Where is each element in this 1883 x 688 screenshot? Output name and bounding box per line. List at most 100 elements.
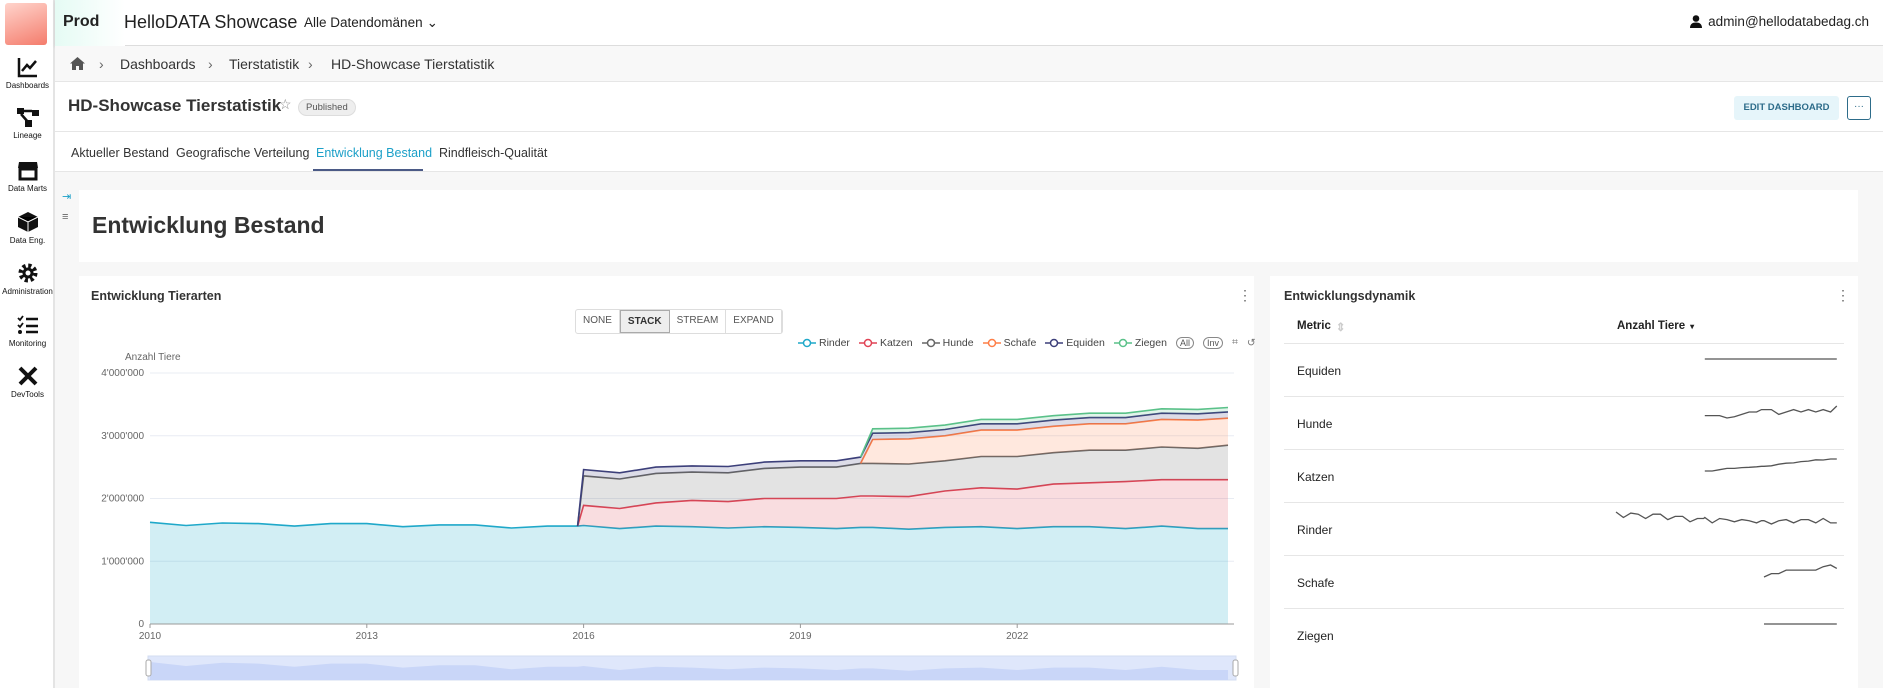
- sidebar-item-data-eng[interactable]: Data Eng.: [0, 211, 55, 245]
- sidebar: Dashboards Lineage Data Marts Data Eng. …: [0, 0, 55, 688]
- cube-icon: [17, 212, 38, 232]
- data-zoom-preview: [150, 662, 1228, 680]
- line-hunde[interactable]: [576, 444, 1229, 527]
- tab-aktueller-bestand[interactable]: Aktueller Bestand: [71, 146, 169, 160]
- zoom-handle-left[interactable]: [145, 659, 152, 677]
- chevron-right-icon: ›: [99, 56, 104, 72]
- y-axis-label: Anzahl Tiere: [125, 352, 181, 363]
- breadcrumb-dashboards[interactable]: Dashboards: [120, 56, 196, 72]
- top-bar: Prod HelloDATA Showcase Alle Datendomäne…: [55, 0, 1883, 46]
- environment-badge: Prod: [55, 0, 125, 46]
- metric-label: Schafe: [1297, 576, 1335, 590]
- line-schafe[interactable]: [859, 417, 1229, 464]
- legend-inverse[interactable]: Inv: [1202, 336, 1223, 349]
- legend-item[interactable]: Katzen: [858, 337, 913, 349]
- column-header-anzahl-tiere[interactable]: Anzahl Tiere ▾: [1617, 320, 1695, 332]
- area-katzen: [577, 479, 1228, 530]
- chart-title: Entwicklung Tierarten: [91, 289, 222, 303]
- table-title: Entwicklungsdynamik: [1284, 289, 1416, 303]
- lineage-icon: [16, 108, 39, 127]
- line-equiden[interactable]: [576, 411, 1229, 527]
- mode-stack-button[interactable]: STACK: [619, 310, 670, 333]
- gear-icon: [18, 263, 37, 283]
- tab-rindfleisch-qualitaet[interactable]: Rindfleisch-Qualität: [439, 146, 548, 160]
- sidebar-item-data-marts[interactable]: Data Marts: [0, 159, 55, 193]
- legend-marker-icon: [921, 338, 940, 347]
- legend-item[interactable]: Ziegen: [1113, 337, 1167, 349]
- legend-select-all[interactable]: All: [1175, 336, 1194, 349]
- section-heading: Entwicklung Bestand: [92, 212, 325, 238]
- table-row[interactable]: Rinder: [1284, 502, 1844, 555]
- metric-label: Hunde: [1297, 417, 1333, 431]
- filter-icon[interactable]: ≡: [62, 211, 69, 223]
- header-card: Entwicklung Bestand: [79, 190, 1858, 262]
- user-menu[interactable]: admin@hellodatabedag.ch: [1690, 14, 1869, 29]
- breadcrumb-tierstatistik[interactable]: Tierstatistik: [229, 56, 300, 72]
- sidebar-item-dashboards[interactable]: Dashboards: [0, 56, 55, 90]
- more-options-button[interactable]: ···: [1847, 96, 1871, 120]
- breadcrumb: › Dashboards › Tierstatistik › HD-Showca…: [55, 46, 1883, 82]
- zoom-handle-right[interactable]: [1232, 659, 1239, 677]
- mode-stream-button[interactable]: STREAM: [670, 310, 727, 333]
- zoom-select-icon[interactable]: ⌗: [1231, 336, 1238, 348]
- domain-select[interactable]: Alle Datendomänen ⌄: [304, 15, 438, 30]
- table-row[interactable]: Equiden: [1284, 343, 1844, 396]
- legend-item[interactable]: Hunde: [921, 337, 974, 349]
- edit-dashboard-button[interactable]: EDIT DASHBOARD: [1734, 96, 1839, 120]
- chart-menu-icon[interactable]: ⋮: [1238, 287, 1252, 303]
- table-row[interactable]: Ziegen: [1284, 608, 1844, 661]
- chart-line-icon: [17, 58, 37, 78]
- x-tick-label: 2013: [356, 631, 379, 642]
- area-schafe: [860, 418, 1228, 464]
- tab-entwicklung-bestand[interactable]: Entwicklung Bestand: [316, 146, 433, 160]
- table-card: [1270, 276, 1858, 688]
- dashboard-title: HD-Showcase Tierstatistik: [68, 96, 282, 115]
- active-tab-indicator: [313, 169, 423, 171]
- y-tick-label: 1'000'000: [101, 556, 144, 567]
- collapse-filter-icon[interactable]: ⇥: [62, 191, 72, 203]
- checklist-icon: [16, 315, 38, 334]
- sidebar-item-devtools[interactable]: DevTools: [0, 365, 55, 399]
- x-tick-label: 2019: [789, 631, 812, 642]
- app-title: HelloDATA Showcase: [124, 12, 298, 32]
- app-logo[interactable]: [5, 3, 47, 45]
- line-ziegen[interactable]: [859, 406, 1229, 458]
- sidebar-item-administration[interactable]: Administration: [0, 262, 55, 296]
- zoom-reset-icon[interactable]: ↺: [1246, 336, 1256, 349]
- legend-item[interactable]: Equiden: [1045, 337, 1105, 349]
- legend-marker-icon: [1113, 338, 1132, 347]
- metric-label: Equiden: [1297, 364, 1342, 378]
- dashboard-header: HD-Showcase Tierstatistik ☆ Published ED…: [55, 82, 1883, 132]
- chart-card: [79, 276, 1254, 688]
- breadcrumb-current: HD-Showcase Tierstatistik: [331, 56, 495, 72]
- legend-marker-icon: [858, 338, 877, 347]
- sidebar-item-monitoring[interactable]: Monitoring: [0, 314, 55, 348]
- area-hunde: [577, 445, 1228, 527]
- area-rinder: [150, 522, 1228, 624]
- legend-marker-icon: [982, 338, 1001, 347]
- star-icon[interactable]: ☆: [279, 96, 292, 112]
- mode-expand-button[interactable]: EXPAND: [726, 310, 782, 333]
- sort-icon: ⇕: [1335, 322, 1346, 334]
- home-icon[interactable]: [70, 57, 85, 70]
- legend-item[interactable]: Rinder: [798, 337, 850, 349]
- table-row[interactable]: Hunde: [1284, 396, 1844, 449]
- table-row[interactable]: Katzen: [1284, 449, 1844, 502]
- table-menu-icon[interactable]: ⋮: [1836, 287, 1850, 303]
- y-tick-label: 2'000'000: [101, 494, 144, 505]
- legend-marker-icon: [798, 338, 816, 347]
- x-tick-label: 2022: [1006, 631, 1029, 642]
- area-chart: 0 1'000'000 2'000'000 3'000'000 4'000'000 Anz…: [101, 352, 1239, 681]
- mode-none-button[interactable]: NONE: [576, 310, 620, 333]
- line-rinder[interactable]: [149, 521, 1228, 531]
- tab-geografische-verteilung[interactable]: Geografische Verteilung: [176, 146, 310, 160]
- metric-label: Ziegen: [1297, 629, 1334, 643]
- legend-item[interactable]: Schafe: [982, 337, 1036, 349]
- line-katzen[interactable]: [576, 478, 1228, 527]
- x-tick-label: 2010: [139, 631, 162, 642]
- chevron-right-icon: ›: [308, 56, 313, 72]
- sidebar-item-lineage[interactable]: Lineage: [0, 106, 55, 140]
- metric-label: Rinder: [1297, 523, 1333, 537]
- column-header-metric[interactable]: Metric ⇕: [1297, 320, 1346, 334]
- table-row[interactable]: Schafe: [1284, 555, 1844, 608]
